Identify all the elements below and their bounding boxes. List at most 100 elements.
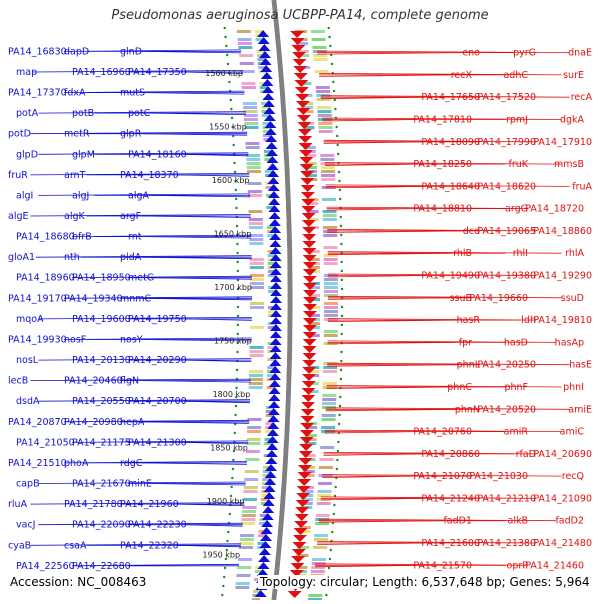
feature-band <box>235 582 250 585</box>
feature-band <box>308 306 320 309</box>
gene-arrow <box>295 500 310 507</box>
gene-arrow <box>269 254 282 261</box>
leader-line <box>175 174 250 177</box>
gene-arrow <box>296 115 311 122</box>
feature-band <box>242 102 257 105</box>
gene-label: PA14_18640 <box>421 181 480 192</box>
gene-label: dapD <box>64 46 89 57</box>
leader-line <box>320 95 570 98</box>
leader-line <box>150 277 252 280</box>
right-gene-labels: dnaEpyrGenosurEadhCrecXrecAPA14_17520PA1… <box>413 48 592 572</box>
feature-band <box>324 290 338 293</box>
feature-band <box>239 538 254 541</box>
tick-dot <box>235 206 238 210</box>
feature-band <box>240 534 255 537</box>
gene-label: rnt <box>128 232 142 243</box>
gene-label: PA14_20860 <box>421 449 480 460</box>
gene-arrow <box>261 86 274 93</box>
gene-label: PA14_21240 <box>421 493 480 504</box>
feature-band <box>246 442 261 445</box>
feature-band <box>264 158 273 161</box>
gene-arrow <box>302 332 317 339</box>
feature-band <box>252 590 261 593</box>
feature-band <box>304 162 317 165</box>
feature-band <box>246 438 261 441</box>
gene-label: dnaE <box>568 48 592 59</box>
leader-line <box>142 256 252 260</box>
leader-line <box>318 520 445 523</box>
gene-label: PA14_21175 <box>72 437 131 448</box>
gene-arrow <box>299 437 314 444</box>
feature-band <box>313 538 328 541</box>
feature-band <box>306 210 319 213</box>
gene-arrow <box>267 408 280 415</box>
gene-label: PA14_21210 <box>477 493 536 504</box>
gene-arrow <box>300 185 315 192</box>
feature-band <box>307 334 320 337</box>
gene-arrow <box>264 478 277 485</box>
gene-arrow <box>303 283 317 290</box>
gene-label: PA14_19290 <box>533 271 592 282</box>
gene-label: rfaD <box>516 449 536 460</box>
gene-label: PA14_18160 <box>128 149 187 160</box>
gene-arrow <box>265 450 278 457</box>
feature-band <box>267 270 276 273</box>
tick-dot <box>224 35 227 39</box>
gene-label: recQ <box>562 471 584 482</box>
gene-label: PA14_22560 <box>16 561 75 572</box>
leader-line <box>150 195 251 198</box>
gene-label: hasR <box>457 315 481 326</box>
leader-line <box>150 112 246 115</box>
gene-label: phoA <box>64 458 89 469</box>
feature-band <box>304 166 317 169</box>
gene-arrow <box>302 234 317 241</box>
feature-band <box>249 374 263 377</box>
feature-band <box>298 530 311 533</box>
feature-band <box>267 234 276 237</box>
gene-label: rhlI <box>513 248 528 259</box>
gene-label: bfrB <box>72 232 92 243</box>
gene-arrow <box>263 114 276 121</box>
feature-band <box>249 354 264 357</box>
feature-band <box>255 38 264 41</box>
feature-band <box>241 522 256 525</box>
gene-label: rpmJ <box>506 115 528 126</box>
feature-band <box>243 486 258 489</box>
gene-label: hasE <box>569 360 592 371</box>
leader-line <box>318 518 557 522</box>
feature-band <box>320 166 335 169</box>
leader-line <box>183 442 249 445</box>
gene-arrow <box>266 149 278 156</box>
gene-arrow <box>259 58 272 65</box>
feature-band <box>254 30 263 33</box>
feature-band <box>323 226 337 229</box>
leader-line <box>144 236 252 239</box>
gene-arrow <box>287 591 302 598</box>
leader-line <box>150 483 246 486</box>
tick-dot <box>337 152 340 156</box>
leader-line <box>327 297 450 300</box>
gene-arrow <box>261 79 274 86</box>
leader-line <box>327 230 464 233</box>
gene-label: PA14_18860 <box>533 226 592 237</box>
feature-band <box>322 218 337 221</box>
feature-band <box>238 46 253 49</box>
gene-label: metR <box>64 129 90 140</box>
gene-arrow <box>257 37 270 44</box>
gene-arrow <box>295 94 310 101</box>
gene-arrow <box>258 44 271 51</box>
gene-label: amiE <box>568 404 592 415</box>
gene-arrow <box>294 80 309 87</box>
gene-arrow <box>266 156 279 163</box>
gene-label: algA <box>128 190 149 201</box>
tick-dot <box>234 413 237 417</box>
gene-arrow <box>296 108 311 115</box>
left-label-leaders <box>30 49 253 567</box>
gene-label: PA14_20550 <box>72 396 131 407</box>
gene-arrow <box>300 409 315 416</box>
gene-label: potB <box>72 108 94 119</box>
gene-arrow <box>299 157 314 164</box>
feature-band <box>249 258 264 261</box>
feature-band <box>310 570 325 573</box>
feature-band <box>239 54 254 57</box>
